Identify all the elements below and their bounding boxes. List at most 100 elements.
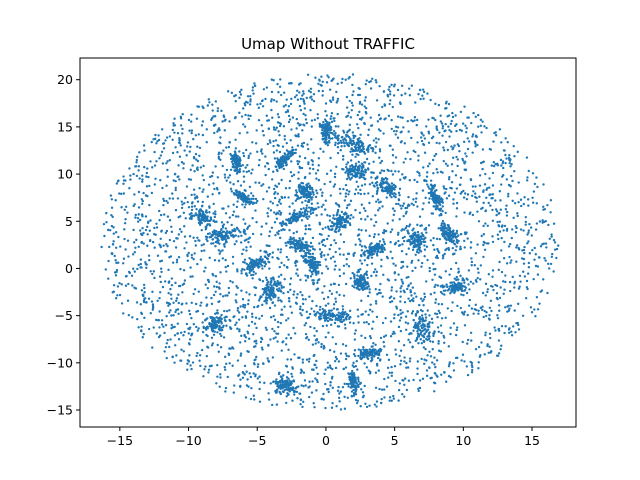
data-point — [271, 291, 274, 295]
data-point — [424, 179, 428, 183]
data-point — [235, 240, 238, 243]
data-point — [270, 178, 274, 181]
data-point — [208, 223, 211, 226]
data-point — [201, 204, 204, 208]
data-point — [303, 324, 306, 327]
data-point — [500, 183, 503, 186]
data-point — [477, 220, 481, 223]
data-point — [437, 251, 441, 254]
data-point — [390, 371, 394, 374]
data-point — [379, 200, 382, 203]
data-point — [315, 273, 318, 276]
data-point — [380, 388, 384, 391]
data-point — [444, 140, 448, 144]
data-point — [410, 236, 414, 240]
data-point — [205, 238, 208, 241]
data-point — [132, 172, 135, 176]
data-point — [418, 88, 422, 92]
data-point — [302, 249, 306, 253]
data-point — [451, 156, 455, 160]
data-point — [288, 283, 292, 286]
data-point — [530, 311, 534, 314]
data-point — [434, 283, 437, 287]
data-point — [141, 233, 144, 237]
data-point — [179, 117, 183, 120]
data-point — [302, 384, 305, 388]
data-point — [248, 185, 252, 189]
data-point — [474, 347, 478, 351]
data-point — [431, 361, 434, 364]
data-point — [316, 113, 319, 116]
data-point — [105, 211, 108, 215]
data-point — [450, 145, 453, 148]
data-point — [292, 217, 296, 220]
data-point — [228, 362, 231, 365]
data-point — [490, 197, 493, 200]
data-point — [368, 348, 371, 351]
data-point — [159, 291, 162, 294]
data-point — [369, 336, 373, 340]
data-point — [279, 222, 282, 225]
data-point — [541, 219, 544, 222]
data-point — [205, 224, 209, 227]
data-point — [270, 284, 273, 288]
data-point — [346, 220, 350, 223]
data-point — [392, 297, 396, 300]
data-point — [340, 141, 343, 145]
data-point — [272, 277, 275, 280]
data-point — [307, 338, 310, 342]
data-point — [305, 254, 308, 258]
data-point — [329, 180, 332, 184]
data-point — [274, 389, 277, 393]
data-point — [338, 400, 341, 403]
data-point — [195, 158, 198, 161]
data-point — [226, 234, 229, 238]
data-point — [315, 288, 318, 291]
data-point — [234, 138, 237, 141]
data-point — [364, 83, 368, 86]
data-point — [212, 242, 215, 245]
data-point — [415, 295, 418, 298]
data-point — [238, 330, 241, 333]
data-point — [196, 262, 199, 266]
data-point — [152, 326, 155, 329]
data-point — [243, 206, 246, 209]
data-point — [215, 186, 219, 190]
data-point — [399, 290, 402, 293]
data-point — [327, 309, 331, 312]
data-point — [532, 190, 536, 193]
data-point — [275, 217, 279, 220]
data-point — [377, 349, 380, 352]
data-point — [279, 162, 283, 165]
data-point — [211, 171, 215, 174]
data-point — [313, 313, 316, 316]
data-point — [278, 124, 282, 128]
data-point — [447, 374, 451, 378]
data-point — [202, 106, 205, 110]
data-point — [397, 239, 400, 243]
data-point — [272, 337, 275, 340]
data-point — [407, 87, 411, 90]
data-point — [134, 165, 137, 168]
data-point — [482, 189, 485, 192]
data-point — [449, 376, 452, 379]
data-point — [244, 316, 248, 319]
data-point — [491, 208, 494, 212]
data-point — [347, 355, 350, 358]
data-point — [258, 297, 262, 300]
data-point — [210, 174, 214, 178]
data-point — [358, 102, 362, 105]
data-point — [505, 227, 509, 231]
data-point — [523, 245, 526, 249]
data-point — [373, 403, 377, 406]
data-point — [350, 101, 354, 105]
data-point — [317, 270, 320, 273]
data-point — [363, 161, 367, 164]
data-point — [459, 110, 463, 114]
data-point — [364, 110, 368, 114]
data-point — [204, 215, 207, 218]
data-point — [399, 204, 402, 207]
data-point — [116, 294, 119, 297]
data-point — [346, 204, 349, 207]
data-point — [192, 137, 195, 141]
